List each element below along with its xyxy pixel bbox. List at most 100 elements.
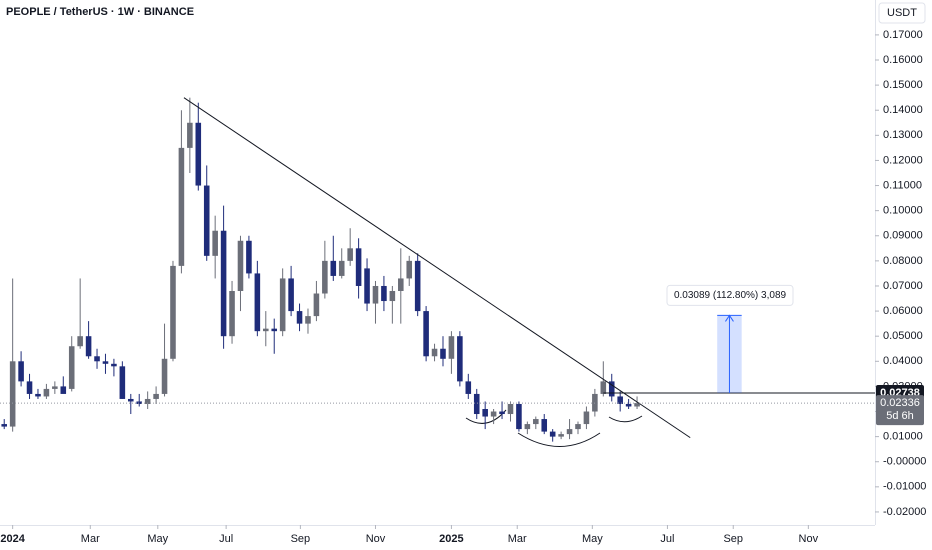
candle-body [246, 240, 252, 274]
candle-body [389, 290, 396, 302]
candle-body [457, 336, 463, 382]
candle-body [583, 411, 590, 425]
candle-body [507, 403, 514, 415]
y-tick-label: 0.17000 [883, 29, 923, 41]
y-tick-label: 0.16000 [883, 54, 923, 66]
candle-body [473, 393, 480, 415]
candle-body [288, 278, 294, 312]
candle-body [431, 348, 438, 357]
candle-body [212, 230, 218, 256]
candle-body [634, 403, 640, 407]
x-tick-label: Mar [508, 533, 527, 545]
candle-body [414, 260, 421, 312]
x-tick-label: May [147, 533, 168, 545]
candle-body [541, 419, 548, 432]
candle-body [94, 356, 100, 362]
candle-body [381, 285, 387, 302]
candle-body [448, 336, 455, 359]
candle-body [516, 403, 522, 430]
y-tick-label: 0.14000 [883, 104, 923, 116]
y-tick-label: 0.05000 [883, 330, 923, 342]
candle-body [347, 248, 353, 261]
candle-body [254, 273, 261, 332]
pattern-arc [608, 415, 643, 423]
symbol-title: PEOPLE / TetherUS · 1W · BINANCE [6, 6, 194, 18]
candle-body [111, 363, 117, 367]
candle-body [533, 419, 539, 425]
y-tick-label: 0.06000 [883, 305, 923, 317]
x-tick-label: Nov [366, 533, 386, 545]
pattern-arc [517, 432, 601, 447]
candle-body [625, 403, 632, 407]
y-tick-label: 0.10000 [883, 205, 923, 217]
candle-body [77, 336, 83, 347]
candle-body [440, 348, 446, 359]
currency-box[interactable] [878, 2, 926, 24]
candle-body [398, 278, 404, 291]
candle-body [229, 290, 235, 337]
candle-body [26, 381, 33, 394]
candle-body [35, 393, 41, 397]
candle-body [322, 260, 328, 294]
candle-body [102, 361, 109, 364]
x-tick-label: Jul [219, 533, 233, 545]
candle-body [60, 386, 67, 394]
candle-body [128, 398, 134, 402]
last-price: 0.02336 [880, 397, 920, 409]
candle-body [355, 248, 362, 286]
candle-body [18, 361, 24, 382]
countdown: 5d 6h [886, 410, 914, 422]
candle-body [330, 260, 337, 276]
currency-label[interactable]: USDT [887, 7, 917, 19]
candle-body [499, 411, 505, 415]
candle-body [153, 393, 159, 399]
y-tick-label: 0.13000 [883, 129, 923, 141]
candle-body [52, 386, 58, 389]
y-tick-label: -0.01000 [883, 481, 926, 493]
candle-body [187, 122, 193, 148]
y-tick-label: 0.07000 [883, 280, 923, 292]
candle-body [195, 122, 202, 186]
candle-body [482, 409, 488, 417]
y-tick-label: -0.02000 [883, 506, 926, 518]
candle-body [372, 285, 379, 304]
candle-body [161, 358, 168, 394]
x-tick-label: Sep [291, 533, 311, 545]
candle-body [465, 381, 472, 394]
measure-arrowhead [725, 314, 734, 322]
candle-body [271, 328, 278, 332]
x-tick-label: 2024 [0, 533, 25, 545]
last-price-box [876, 395, 924, 426]
candle-body [263, 328, 269, 332]
candle-body [178, 147, 185, 266]
candle-body [144, 398, 151, 404]
candle-body [237, 240, 244, 291]
candle-body [490, 411, 497, 417]
candle-body [85, 336, 92, 357]
candle-body [1, 424, 8, 427]
candle-body [608, 381, 615, 397]
trendline [183, 97, 691, 439]
y-tick-label: 0.08000 [883, 255, 923, 267]
x-tick-label: Nov [799, 533, 819, 545]
candle-body [68, 346, 75, 389]
y-tick-label: 0.15000 [883, 79, 923, 91]
candle-body [338, 260, 345, 276]
candle-body [170, 265, 176, 359]
x-tick-label: Mar [81, 533, 100, 545]
x-tick-label: 2025 [439, 533, 463, 545]
x-tick-label: Jul [660, 533, 674, 545]
candle-body [575, 424, 581, 430]
candle-body [364, 268, 370, 304]
candle-body [296, 311, 303, 324]
candle-body [136, 401, 143, 404]
y-tick-label: 0.04000 [883, 355, 923, 367]
candle-body [566, 429, 573, 435]
candle-body [220, 230, 227, 337]
y-tick-label: -0.00000 [883, 456, 926, 468]
y-tick-label: 0.12000 [883, 154, 923, 166]
candle-body [406, 260, 413, 279]
candle-body [119, 366, 126, 399]
